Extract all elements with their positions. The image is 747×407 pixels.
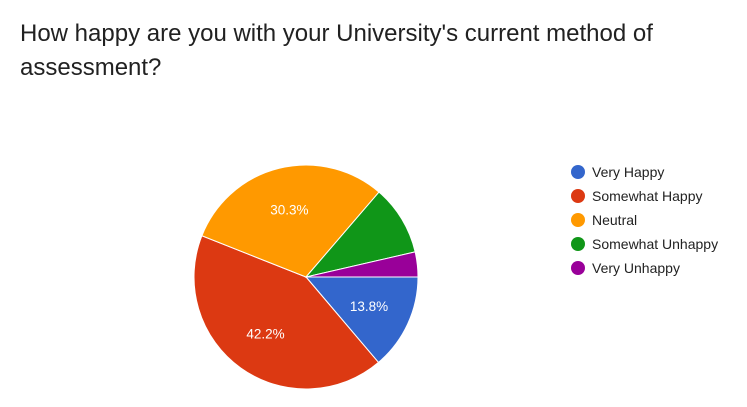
pie-slice-neutral [201, 164, 380, 278]
legend-swatch [571, 237, 585, 251]
legend-item-somewhat-unhappy: Somewhat Unhappy [571, 236, 718, 252]
legend-item-very-happy: Very Happy [571, 164, 664, 180]
chart-title: How happy are you with your University's… [20, 20, 653, 81]
pie-slice-somewhat-unhappy [304, 191, 416, 278]
legend-swatch [571, 213, 585, 227]
legend-label: Neutral [592, 212, 637, 228]
legend-swatch [571, 261, 585, 275]
data-label-somewhat-happy: 42.2% [246, 326, 284, 341]
pie-slice-very-happy [304, 276, 419, 364]
pie-data-labels: 13.8% 42.2% 30.3% [246, 203, 388, 342]
legend-label: Somewhat Happy [592, 188, 703, 204]
legend-label: Very Unhappy [592, 260, 680, 276]
legend-item-neutral: Neutral [571, 212, 637, 228]
legend-label: Somewhat Unhappy [592, 236, 718, 252]
chart-legend: Very Happy Somewhat Happy Neutral Somewhat … [571, 164, 718, 276]
pie-slice-somewhat-happy [193, 235, 380, 390]
legend-swatch [571, 165, 585, 179]
pie-slices [193, 164, 419, 390]
legend-item-somewhat-happy: Somewhat Happy [571, 188, 703, 204]
legend-swatch [571, 189, 585, 203]
legend-item-very-unhappy: Very Unhappy [571, 260, 680, 276]
data-label-very-happy: 13.8% [350, 299, 388, 314]
pie-slice-very-unhappy [305, 251, 419, 278]
data-label-neutral: 30.3% [270, 203, 308, 218]
legend-label: Very Happy [592, 164, 664, 180]
